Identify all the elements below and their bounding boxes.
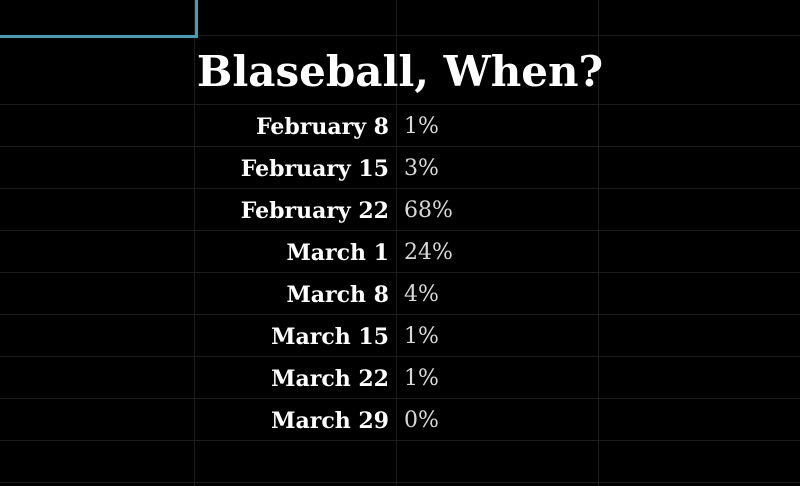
percent-cell[interactable]: 3% bbox=[404, 156, 439, 181]
table-row: March 15 1% bbox=[0, 316, 800, 358]
grid-row-line bbox=[0, 188, 800, 189]
table-row: March 22 1% bbox=[0, 358, 800, 400]
table-row: February 22 68% bbox=[0, 190, 800, 232]
grid-column-line bbox=[194, 0, 195, 486]
grid-row-line bbox=[0, 146, 800, 147]
date-cell[interactable]: February 8 bbox=[256, 114, 389, 140]
percent-cell[interactable]: 4% bbox=[404, 282, 439, 307]
grid-row-line bbox=[0, 440, 800, 441]
selected-cell[interactable] bbox=[0, 0, 198, 38]
date-cell[interactable]: March 22 bbox=[271, 366, 389, 392]
date-cell[interactable]: March 8 bbox=[286, 282, 389, 308]
table-row: March 8 4% bbox=[0, 274, 800, 316]
grid-column-line bbox=[396, 0, 397, 486]
grid-row-line bbox=[0, 314, 800, 315]
grid-row-line bbox=[0, 356, 800, 357]
percent-cell[interactable]: 1% bbox=[404, 114, 439, 139]
percent-cell[interactable]: 0% bbox=[404, 408, 439, 433]
date-cell[interactable]: March 15 bbox=[271, 324, 389, 350]
percent-cell[interactable]: 1% bbox=[404, 324, 439, 349]
grid-row-line bbox=[0, 104, 800, 105]
percent-cell[interactable]: 24% bbox=[404, 240, 453, 265]
sheet-title[interactable]: Blaseball, When? bbox=[196, 47, 604, 96]
table-row: February 8 1% bbox=[0, 106, 800, 148]
percent-cell[interactable]: 68% bbox=[404, 198, 453, 223]
table-row: March 1 24% bbox=[0, 232, 800, 274]
grid-row-line bbox=[0, 398, 800, 399]
date-cell[interactable]: March 29 bbox=[271, 408, 389, 434]
grid-row-line bbox=[0, 482, 800, 483]
grid-column-line bbox=[598, 0, 599, 486]
date-cell[interactable]: February 22 bbox=[240, 198, 389, 224]
grid-row-line bbox=[0, 230, 800, 231]
table-row: February 15 3% bbox=[0, 148, 800, 190]
date-cell[interactable]: March 1 bbox=[286, 240, 389, 266]
grid-row-line bbox=[0, 35, 800, 36]
grid-row-line bbox=[0, 272, 800, 273]
percent-cell[interactable]: 1% bbox=[404, 366, 439, 391]
date-cell[interactable]: February 15 bbox=[240, 156, 389, 182]
table-row: March 29 0% bbox=[0, 400, 800, 442]
